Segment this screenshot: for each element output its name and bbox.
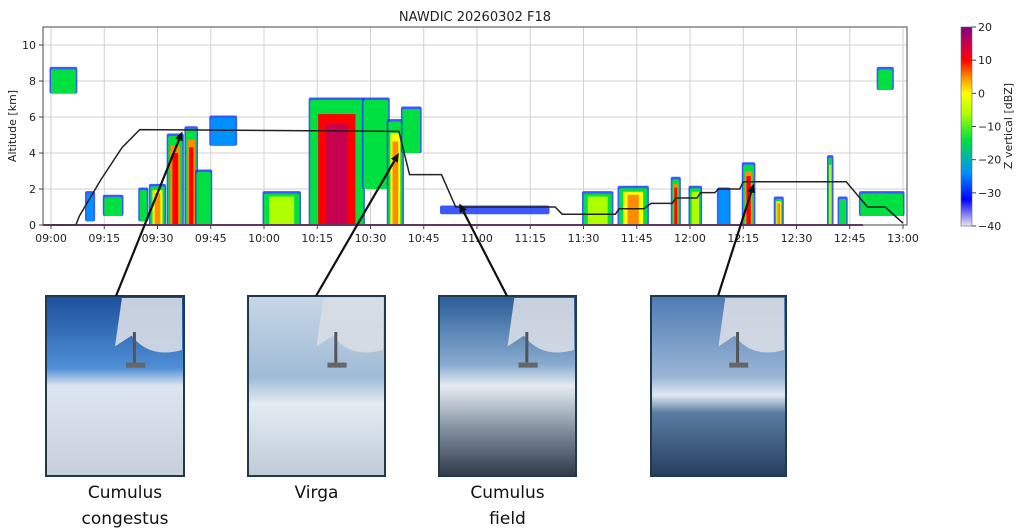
radar-echo: [196, 172, 211, 225]
chart-title: NAWDIC 20260302 F18: [399, 10, 551, 25]
radar-echo-core: [828, 164, 832, 225]
radar-echo: [210, 118, 236, 146]
colorbar-ticks: 20 10 0 −10 −20 −30 −40: [972, 21, 1001, 233]
radar-echo-core: [587, 196, 608, 225]
radar-echo-core: [189, 147, 194, 225]
radar-echo-core: [392, 141, 399, 225]
radar-echo-core: [627, 194, 639, 225]
x-tick-label: 12:00: [674, 232, 706, 245]
aircraft-wing: [316, 298, 383, 353]
radar-echo: [718, 190, 730, 225]
x-tick-label: 10:00: [248, 232, 280, 245]
radar-echo-core: [777, 203, 781, 225]
aircraft-wing: [507, 298, 574, 353]
radar-echo: [878, 69, 893, 90]
arrow-line: [114, 139, 181, 297]
wing-pylon: [334, 332, 338, 363]
arrow-head: [175, 131, 183, 142]
colorbar-tick-label: −20: [978, 154, 1001, 167]
photo-caption: field: [489, 509, 526, 529]
x-tick-label: 09:45: [195, 232, 227, 245]
radar-echo-core: [691, 191, 700, 225]
colorbar-tick-label: 0: [978, 87, 985, 100]
photo-caption: congestus: [82, 509, 169, 529]
radar-echo: [860, 193, 903, 216]
arrow-line: [716, 191, 753, 297]
y-tick-label: 10: [22, 39, 36, 52]
radar-echo-core: [674, 187, 678, 225]
x-tick-label: 11:15: [514, 232, 546, 245]
arrow-line: [462, 210, 508, 297]
arrow-head: [390, 153, 399, 163]
radar-echo: [839, 199, 847, 225]
colorbar-tick-label: −30: [978, 187, 1001, 200]
radar-echo: [363, 100, 389, 189]
arrow-head: [747, 183, 755, 194]
x-tick-label: 12:45: [834, 232, 866, 245]
colorbar-tick-label: −10: [978, 121, 1001, 134]
radar-echo-core: [140, 192, 146, 222]
radar-echo-core: [405, 113, 418, 153]
wing-probe: [518, 362, 538, 368]
colorbar-tick-label: 20: [978, 21, 992, 34]
photo-3: Cumulus field: [438, 295, 577, 529]
wing-pylon: [132, 332, 136, 363]
x-axis: 09:00 09:15 09:30 09:45 10:00 10:15 10:30 10:45…: [35, 225, 919, 245]
wing-probe: [327, 362, 347, 368]
x-tick-label: 10:45: [408, 232, 440, 245]
x-tick-label: 11:30: [568, 232, 600, 245]
radar-echo-core: [154, 193, 161, 225]
flight-altitude-line: [51, 128, 904, 226]
y-tick-label: 0: [29, 219, 36, 232]
radar-echo-core: [326, 124, 348, 225]
x-tick-label: 12:30: [781, 232, 813, 245]
y-tick-label: 8: [29, 75, 36, 88]
wing-probe: [729, 362, 749, 368]
photo-2: Virga: [247, 295, 386, 503]
colorbar: [960, 26, 973, 227]
arrow-line: [315, 160, 396, 297]
x-tick-label: 10:15: [301, 232, 333, 245]
x-tick-label: 10:30: [355, 232, 387, 245]
y-tick-label: 4: [29, 147, 36, 160]
y-axis: 0 2 4 6 8 10: [22, 39, 43, 232]
wing-pylon: [525, 332, 529, 363]
wing-probe: [126, 362, 146, 368]
radar-echo: [104, 197, 122, 216]
photos: Cumulus congestus Virga Cumulus field: [45, 295, 787, 529]
radar-echo-core: [172, 153, 179, 225]
x-tick-label: 09:30: [142, 232, 174, 245]
y-tick-label: 2: [29, 183, 36, 196]
x-tick-label: 11:45: [621, 232, 653, 245]
x-tick-label: 09:15: [88, 232, 120, 245]
wing-pylon: [736, 332, 740, 363]
photo-caption: Cumulus: [470, 483, 544, 503]
aircraft-wing: [115, 298, 182, 353]
x-tick-label: 13:00: [887, 232, 919, 245]
arrow-head: [459, 203, 467, 214]
x-tick-label: 12:15: [727, 232, 759, 245]
photo-caption: Cumulus: [88, 483, 162, 503]
x-tick-label: 09:00: [35, 232, 67, 245]
colorbar-tick-label: 10: [978, 54, 992, 67]
aircraft-wing: [718, 298, 784, 353]
photo-caption: Virga: [295, 483, 339, 503]
radar-echo-core: [269, 196, 295, 225]
colorbar-tick-label: −40: [978, 220, 1001, 233]
radar-echo: [51, 69, 76, 94]
photo-4: [650, 295, 787, 477]
y-axis-label: Altitude [km]: [6, 90, 19, 162]
photo-1: Cumulus congestus: [45, 295, 185, 529]
arrows: [114, 131, 755, 297]
y-tick-label: 6: [29, 111, 36, 124]
colorbar-label: Z vertical [dBZ]: [1002, 83, 1015, 169]
plot-frame: [42, 26, 908, 226]
